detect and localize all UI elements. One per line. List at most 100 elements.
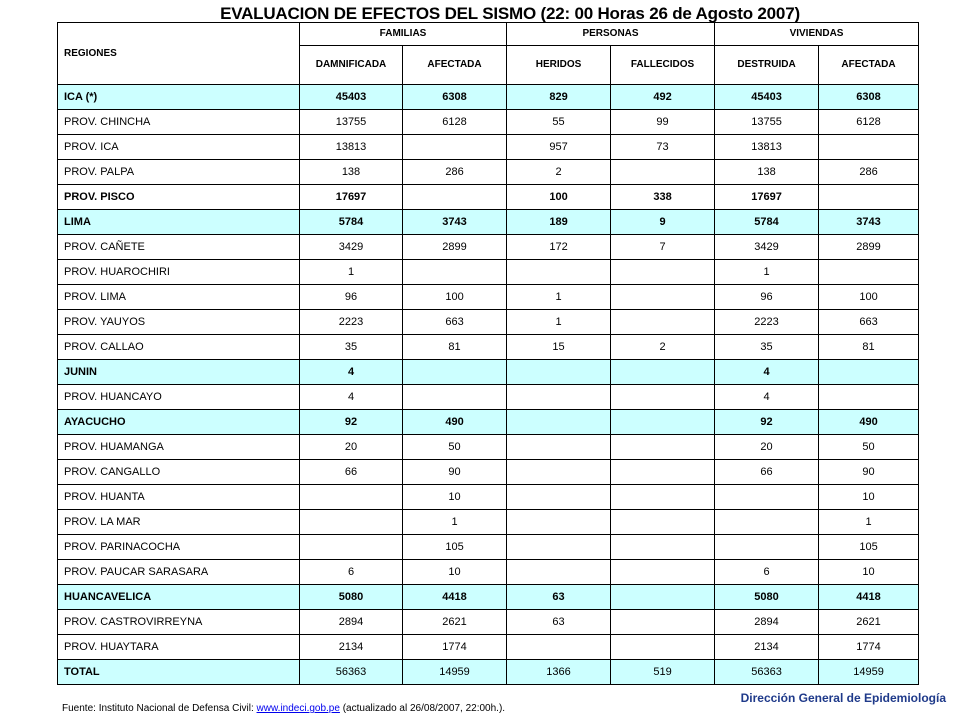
cell-fallecidos	[610, 584, 716, 610]
cell-afectada-viviendas	[818, 134, 920, 160]
cell-damnificada: 2223	[299, 309, 403, 335]
province-row: PROV. PARINACOCHA 105 105	[57, 534, 920, 560]
row-name: PROV. PALPA	[57, 159, 300, 185]
cell-heridos	[506, 434, 612, 460]
cell-afectada-familias: 490	[401, 409, 508, 435]
cell-destruida: 17697	[714, 184, 820, 210]
cell-fallecidos: 2	[610, 334, 716, 360]
cell-afectada-familias	[401, 134, 508, 160]
cell-heridos	[506, 559, 612, 585]
cell-damnificada: 35	[299, 334, 403, 360]
cell-destruida: 2223	[714, 309, 820, 335]
province-row: PROV. HUANTA 10 10	[57, 484, 920, 510]
cell-damnificada: 56363	[299, 659, 403, 685]
cell-destruida: 3429	[714, 234, 820, 260]
cell-afectada-familias: 14959	[401, 659, 508, 685]
row-name: PROV. LA MAR	[57, 509, 300, 535]
cell-destruida: 13813	[714, 134, 820, 160]
cell-afectada-familias: 50	[401, 434, 508, 460]
cell-fallecidos	[610, 284, 716, 310]
cell-afectada-familias: 10	[401, 559, 508, 585]
cell-afectada-familias: 1	[401, 509, 508, 535]
cell-heridos	[506, 359, 612, 385]
cell-fallecidos	[610, 359, 716, 385]
cell-fallecidos: 7	[610, 234, 716, 260]
cell-fallecidos	[610, 484, 716, 510]
row-name: PROV. HUANTA	[57, 484, 300, 510]
cell-heridos	[506, 459, 612, 485]
cell-afectada-viviendas: 490	[818, 409, 920, 435]
cell-heridos	[506, 409, 612, 435]
cell-afectada-familias: 81	[401, 334, 508, 360]
cell-afectada-viviendas: 10	[818, 484, 920, 510]
cell-fallecidos	[610, 159, 716, 185]
source-suffix: (actualizado al 26/08/2007, 22:00h.).	[339, 703, 506, 714]
row-name: HUANCAVELICA	[57, 584, 300, 610]
cell-fallecidos	[610, 609, 716, 635]
cell-afectada-viviendas	[818, 184, 920, 210]
cell-afectada-familias: 2621	[401, 609, 508, 635]
cell-damnificada: 3429	[299, 234, 403, 260]
header-afectada-viviendas: AFECTADA	[818, 45, 920, 85]
cell-destruida: 13755	[714, 109, 820, 135]
cell-damnificada: 5080	[299, 584, 403, 610]
cell-destruida: 45403	[714, 84, 820, 110]
cell-fallecidos	[610, 634, 716, 660]
source-link[interactable]: www.indeci.gob.pe	[256, 703, 340, 714]
cell-fallecidos: 338	[610, 184, 716, 210]
cell-afectada-viviendas: 100	[818, 284, 920, 310]
cell-damnificada	[299, 534, 403, 560]
cell-damnificada: 5784	[299, 209, 403, 235]
cell-afectada-viviendas: 6128	[818, 109, 920, 135]
cell-afectada-familias: 105	[401, 534, 508, 560]
cell-destruida: 6	[714, 559, 820, 585]
cell-heridos: 1	[506, 284, 612, 310]
province-row: PROV. CALLAO 35 81 15 2 35 81	[57, 334, 920, 360]
cell-damnificada: 45403	[299, 84, 403, 110]
province-row: PROV. CASTROVIRREYNA 2894 2621 63 2894 2621	[57, 609, 920, 635]
cell-heridos: 1366	[506, 659, 612, 685]
cell-afectada-familias: 3743	[401, 209, 508, 235]
cell-heridos	[506, 509, 612, 535]
region-row: LIMA 5784 3743 189 9 5784 3743	[57, 209, 920, 235]
header-afectada-familias: AFECTADA	[401, 45, 508, 85]
cell-afectada-viviendas: 6308	[818, 84, 920, 110]
cell-damnificada: 6	[299, 559, 403, 585]
cell-heridos: 100	[506, 184, 612, 210]
cell-destruida: 96	[714, 284, 820, 310]
cell-afectada-familias: 90	[401, 459, 508, 485]
row-name: PROV. YAUYOS	[57, 309, 300, 335]
cell-afectada-viviendas: 1774	[818, 634, 920, 660]
cell-destruida: 4	[714, 359, 820, 385]
cell-heridos: 189	[506, 209, 612, 235]
earthquake-effects-table: REGIONES FAMILIAS PERSONAS VIVIENDAS DAM…	[57, 22, 920, 685]
cell-fallecidos	[610, 509, 716, 535]
header-destruida: DESTRUIDA	[714, 45, 820, 85]
cell-damnificada: 96	[299, 284, 403, 310]
cell-afectada-familias: 2899	[401, 234, 508, 260]
cell-damnificada: 2134	[299, 634, 403, 660]
cell-destruida: 56363	[714, 659, 820, 685]
cell-afectada-familias	[401, 359, 508, 385]
cell-damnificada: 13813	[299, 134, 403, 160]
row-name: LIMA	[57, 209, 300, 235]
source-prefix: Fuente: Instituto Nacional de Defensa Ci…	[62, 703, 257, 714]
cell-destruida: 66	[714, 459, 820, 485]
cell-afectada-familias: 663	[401, 309, 508, 335]
province-row: PROV. PALPA 138 286 2 138 286	[57, 159, 920, 185]
cell-afectada-viviendas: 50	[818, 434, 920, 460]
cell-afectada-viviendas: 2621	[818, 609, 920, 635]
header-damnificada: DAMNIFICADA	[299, 45, 403, 85]
row-name: JUNIN	[57, 359, 300, 385]
province-row: PROV. LA MAR 1 1	[57, 509, 920, 535]
cell-heridos: 15	[506, 334, 612, 360]
province-row: PROV. HUAMANGA 20 50 20 50	[57, 434, 920, 460]
cell-afectada-familias	[401, 184, 508, 210]
cell-destruida: 138	[714, 159, 820, 185]
header-regions: REGIONES	[57, 22, 300, 85]
cell-afectada-viviendas: 663	[818, 309, 920, 335]
cell-afectada-familias	[401, 259, 508, 285]
cell-afectada-viviendas	[818, 259, 920, 285]
cell-heridos	[506, 484, 612, 510]
province-row: PROV. CHINCHA 13755 6128 55 99 13755 6128	[57, 109, 920, 135]
